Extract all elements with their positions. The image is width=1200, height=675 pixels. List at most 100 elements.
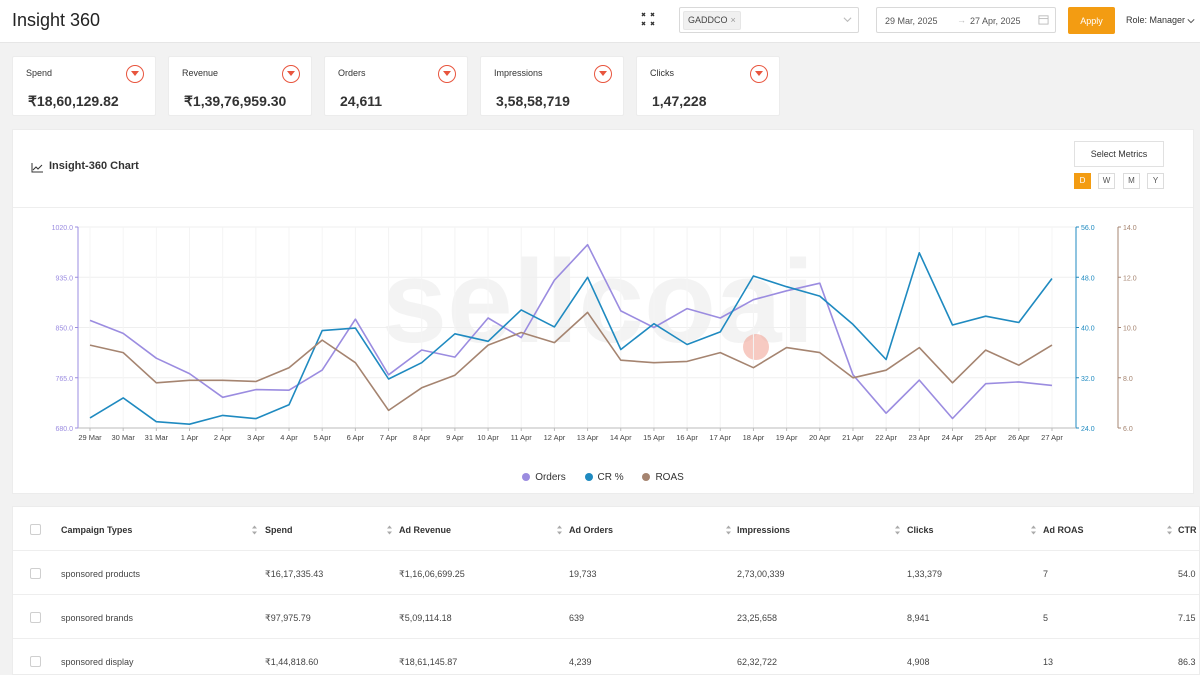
x-tick-label: 9 Apr xyxy=(446,433,464,442)
kpi-dropdown-icon[interactable] xyxy=(126,65,144,83)
sort-icon[interactable] xyxy=(725,525,732,535)
line-chart: sellcoai 680.0 765.0 850.0 935.0 1020.0 24.0 3… xyxy=(52,225,1137,442)
kpi-card-clicks: Clicks 1,47,228 xyxy=(636,56,780,116)
column-header[interactable]: Ad Revenue xyxy=(399,525,452,535)
legend-label: ROAS xyxy=(655,472,684,483)
x-tick-label: 20 Apr xyxy=(809,433,831,442)
chip-close-icon[interactable]: × xyxy=(730,15,736,25)
table-cell: sponsored products xyxy=(61,569,141,579)
date-start[interactable]: 29 Mar, 2025 xyxy=(885,16,938,26)
x-tick-label: 23 Apr xyxy=(908,433,930,442)
x-tick-label: 5 Apr xyxy=(313,433,331,442)
expand-icon[interactable] xyxy=(640,11,656,27)
line-chart-icon xyxy=(31,163,43,173)
legend-item-orders[interactable]: Orders xyxy=(522,472,566,483)
sort-icon[interactable] xyxy=(1166,525,1173,535)
sort-icon[interactable] xyxy=(251,525,258,535)
x-tick-label: 17 Apr xyxy=(709,433,731,442)
column-header[interactable]: Campaign Types xyxy=(61,525,133,535)
granularity-year-button[interactable]: Y xyxy=(1147,173,1164,189)
kpi-label: Revenue xyxy=(182,68,219,78)
kpi-dropdown-icon[interactable] xyxy=(282,65,300,83)
date-range-picker[interactable]: 29 Mar, 2025 → 27 Apr, 2025 xyxy=(876,7,1056,33)
kpi-card-spend: Spend ₹18,60,129.82 xyxy=(12,56,156,116)
brand-chip: GADDCO × xyxy=(683,11,741,30)
column-header[interactable]: Spend xyxy=(265,525,293,535)
table-cell: ₹1,16,06,699.25 xyxy=(399,569,465,579)
granularity-day-button[interactable]: D xyxy=(1074,173,1091,189)
watermark: sellcoai xyxy=(382,236,815,368)
chart-title: Insight-360 Chart xyxy=(49,160,139,172)
column-header[interactable]: Ad Orders xyxy=(569,525,614,535)
kpi-card-impressions: Impressions 3,58,58,719 xyxy=(480,56,624,116)
chevron-down-icon[interactable] xyxy=(843,15,852,24)
x-tick-label: 16 Apr xyxy=(676,433,698,442)
kpi-dropdown-icon[interactable] xyxy=(594,65,612,83)
table-cell: 23,25,658 xyxy=(737,613,778,623)
column-header[interactable]: Clicks xyxy=(907,525,934,535)
x-tick-label: 2 Apr xyxy=(214,433,232,442)
date-end[interactable]: 27 Apr, 2025 xyxy=(970,16,1021,26)
granularity-month-button[interactable]: M xyxy=(1123,173,1140,189)
sort-icon[interactable] xyxy=(894,525,901,535)
table-row[interactable]: sponsored display ₹1,44,818.60 ₹18,61,145.… xyxy=(13,639,1199,674)
apply-button[interactable]: Apply xyxy=(1068,7,1115,34)
kpi-value: ₹18,60,129.82 xyxy=(28,93,119,109)
chart-header: Insight-360 Chart Select Metrics D W M Y xyxy=(13,130,1193,208)
app-title: Insight 360 xyxy=(12,10,101,30)
select-metrics-button[interactable]: Select Metrics xyxy=(1074,141,1164,167)
x-tick-label: 18 Apr xyxy=(743,433,765,442)
column-header[interactable]: Ad ROAS xyxy=(1043,525,1084,535)
x-tick-label: 25 Apr xyxy=(975,433,997,442)
sort-icon[interactable] xyxy=(386,525,393,535)
x-tick-label: 14 Apr xyxy=(610,433,632,442)
row-checkbox[interactable] xyxy=(30,568,41,579)
y-tick-label-left: 935.0 xyxy=(55,275,73,282)
x-tick-label: 31 Mar xyxy=(145,433,169,442)
y-tick-label-right: 56.0 xyxy=(1081,225,1095,232)
chart-legend: Orders CR % ROAS xyxy=(13,472,1193,483)
column-header[interactable]: CTR xyxy=(1178,525,1197,535)
sort-icon[interactable] xyxy=(1030,525,1037,535)
kpi-label: Spend xyxy=(26,68,53,78)
x-tick-label: 29 Mar xyxy=(78,433,102,442)
series-line-cr xyxy=(89,252,1053,426)
kpi-label: Orders xyxy=(338,68,366,78)
table-row[interactable]: sponsored products ₹16,17,335.43 ₹1,16,06,… xyxy=(13,551,1199,595)
legend-item-cr[interactable]: CR % xyxy=(584,472,624,483)
chart-panel: Insight-360 Chart Select Metrics D W M Y… xyxy=(12,129,1194,494)
kpi-value: 24,611 xyxy=(340,93,383,109)
table-cell: ₹5,09,114.18 xyxy=(399,613,452,623)
table-cell: 86.3 xyxy=(1178,657,1196,667)
legend-label: CR % xyxy=(597,472,624,483)
table-cell: ₹97,975.79 xyxy=(265,613,311,623)
row-checkbox[interactable] xyxy=(30,612,41,623)
kpi-dropdown-icon[interactable] xyxy=(750,65,768,83)
x-tick-label: 6 Apr xyxy=(347,433,365,442)
kpi-card-orders: Orders 24,611 xyxy=(324,56,468,116)
table-cell: sponsored brands xyxy=(61,613,134,623)
table-cell: 639 xyxy=(569,613,585,623)
kpi-dropdown-icon[interactable] xyxy=(438,65,456,83)
x-tick-label: 3 Apr xyxy=(247,433,265,442)
granularity-week-button[interactable]: W xyxy=(1098,173,1115,189)
table-row[interactable]: sponsored brands ₹97,975.79 ₹5,09,114.18 63… xyxy=(13,595,1199,639)
y-tick-label-right: 32.0 xyxy=(1081,376,1095,383)
kpi-card-revenue: Revenue ₹1,39,76,959.30 xyxy=(168,56,312,116)
legend-dot xyxy=(642,473,651,481)
row-checkbox[interactable] xyxy=(30,656,41,667)
select-all-checkbox[interactable] xyxy=(30,524,41,535)
sort-icon[interactable] xyxy=(556,525,563,535)
table-cell: 4,908 xyxy=(907,657,930,667)
table-cell: 19,733 xyxy=(569,569,597,579)
column-header[interactable]: Impressions xyxy=(737,525,791,535)
calendar-icon[interactable] xyxy=(1038,14,1049,25)
brand-select[interactable]: GADDCO × xyxy=(679,7,859,33)
legend-item-roas[interactable]: ROAS xyxy=(642,472,684,483)
series-line-orders xyxy=(89,243,1053,420)
role-dropdown[interactable]: Role: Manager xyxy=(1126,15,1195,25)
app-header: Insight 360 GADDCO × 29 Mar, 2025 → 27 Ap… xyxy=(0,0,1200,43)
table-cell: 13 xyxy=(1043,657,1054,667)
table-cell: 54.0 xyxy=(1178,569,1196,579)
y-tick-label-right: 40.0 xyxy=(1081,326,1095,333)
